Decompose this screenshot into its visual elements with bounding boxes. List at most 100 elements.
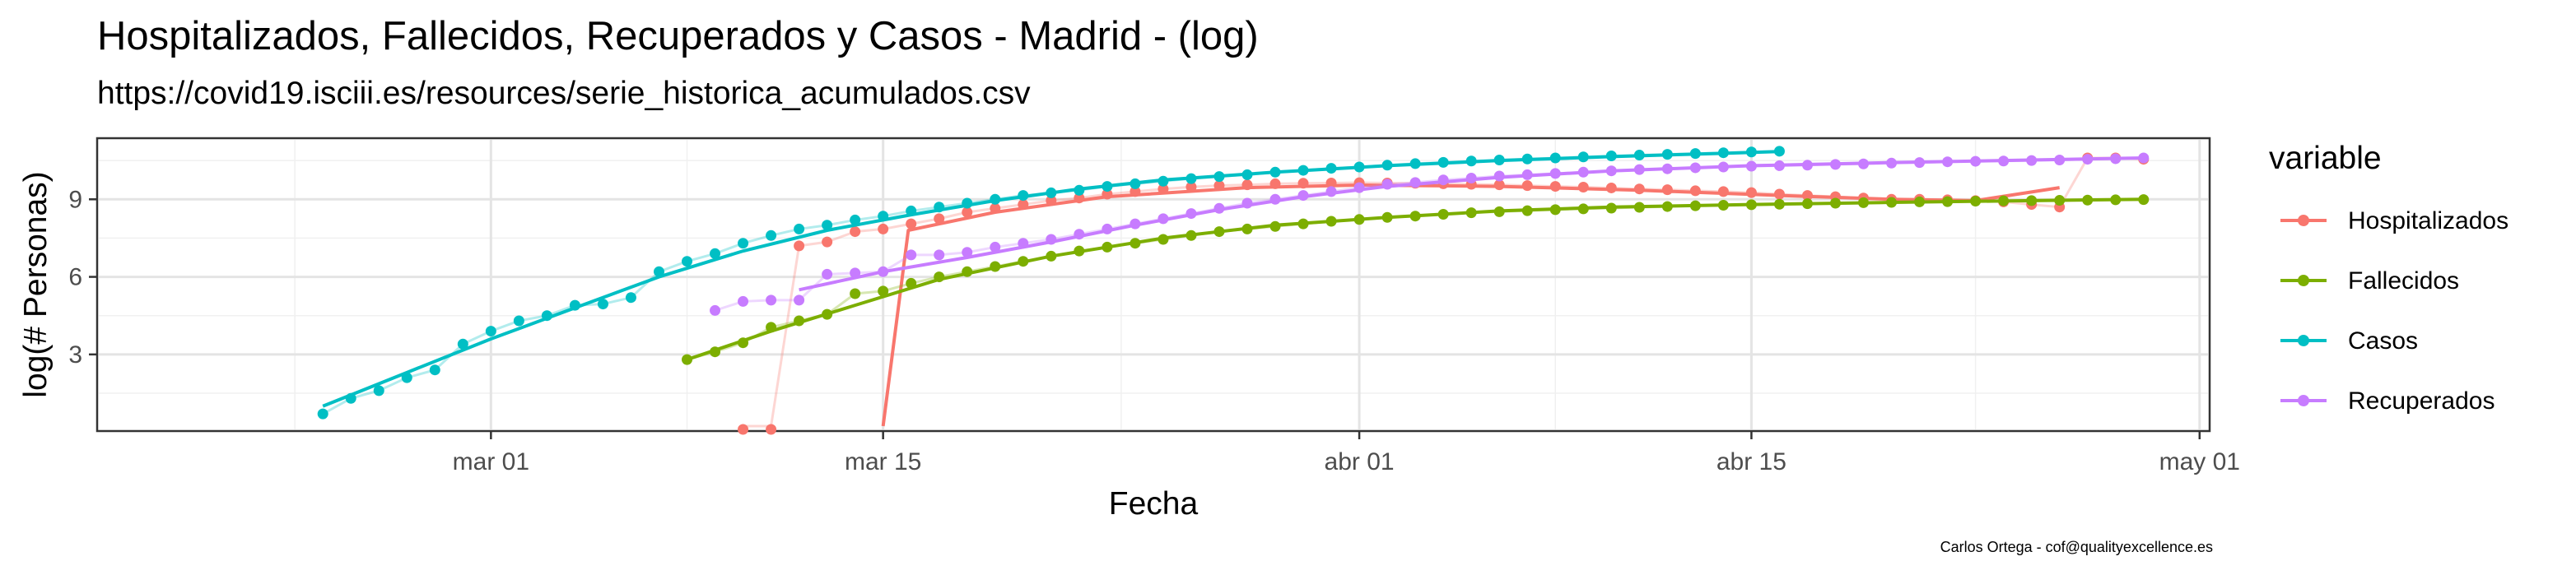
data-point	[1605, 202, 1617, 214]
data-point	[1689, 148, 1701, 160]
data-point	[1046, 195, 1057, 206]
data-point	[1102, 241, 1113, 253]
data-point	[822, 236, 833, 248]
x-axis-title: Fecha	[1109, 486, 1199, 522]
data-point	[1661, 201, 1673, 212]
data-point	[541, 310, 552, 322]
data-point	[906, 218, 917, 230]
data-point	[934, 271, 945, 283]
data-point	[906, 205, 917, 216]
data-point	[653, 266, 664, 277]
data-point	[1521, 153, 1533, 165]
data-point	[1158, 175, 1169, 187]
data-point	[878, 211, 889, 222]
data-point	[1914, 157, 1926, 169]
data-point	[962, 197, 973, 209]
data-point	[1577, 166, 1589, 178]
data-point	[1633, 183, 1645, 195]
data-point	[1046, 250, 1057, 262]
data-point	[1998, 195, 2010, 206]
data-point	[1829, 159, 1841, 170]
legend-key-point	[2298, 215, 2309, 226]
data-point	[1886, 157, 1898, 169]
data-point	[990, 193, 1001, 205]
data-point	[401, 372, 412, 383]
data-point	[822, 268, 833, 280]
data-point	[850, 267, 861, 279]
data-point	[766, 322, 777, 333]
data-point	[1381, 179, 1393, 190]
y-tick-label: 3	[68, 341, 82, 369]
data-point	[1549, 204, 1561, 216]
data-point	[1801, 160, 1813, 171]
data-point	[429, 364, 440, 376]
data-point	[990, 241, 1001, 253]
data-point	[1745, 199, 1757, 211]
data-point	[1297, 190, 1309, 202]
data-point	[1353, 214, 1365, 225]
data-point	[1661, 149, 1673, 160]
data-point	[1661, 184, 1673, 196]
data-point	[962, 206, 973, 218]
data-point	[1437, 156, 1449, 168]
legend-key-point	[2298, 395, 2309, 406]
data-point	[1102, 188, 1113, 200]
data-point	[1213, 226, 1225, 238]
data-point	[1493, 179, 1505, 191]
data-point	[1717, 186, 1729, 197]
data-point	[1717, 200, 1729, 211]
data-point	[2054, 155, 2066, 166]
data-point	[1549, 168, 1561, 179]
data-point	[485, 326, 496, 337]
data-point	[1046, 187, 1057, 198]
data-point	[1745, 187, 1757, 198]
legend-item-fallecidos: Fallecidos	[2280, 267, 2459, 294]
data-point	[1858, 158, 1870, 169]
data-point	[1493, 155, 1505, 166]
data-point	[1325, 216, 1337, 227]
data-point	[1409, 177, 1421, 188]
data-point	[822, 220, 833, 231]
legend-key-point	[2298, 335, 2309, 346]
data-point	[1549, 152, 1561, 164]
data-point	[934, 213, 945, 225]
data-point	[1521, 180, 1533, 192]
data-point	[1213, 180, 1225, 192]
data-point	[1158, 213, 1169, 225]
data-point	[1605, 165, 1617, 177]
data-point	[317, 408, 328, 420]
data-point	[1549, 181, 1561, 192]
data-point	[1381, 211, 1393, 223]
data-point	[710, 304, 721, 316]
data-point	[794, 315, 805, 327]
data-point	[850, 288, 861, 299]
data-point	[1942, 196, 1954, 207]
data-point	[1297, 165, 1309, 176]
data-point	[1018, 199, 1029, 211]
data-point	[1493, 206, 1505, 217]
data-point	[1130, 186, 1141, 197]
y-tick-label: 9	[68, 186, 82, 213]
data-point	[1353, 182, 1365, 193]
data-point	[513, 315, 524, 327]
series-layer	[317, 146, 2150, 435]
data-point	[1970, 155, 1982, 167]
data-point	[1773, 198, 1785, 210]
data-point	[1186, 173, 1197, 184]
data-point	[1269, 193, 1281, 205]
data-point	[2082, 194, 2094, 206]
data-point	[1773, 160, 1785, 171]
data-point	[1018, 190, 1029, 202]
data-point	[1521, 169, 1533, 180]
data-point	[1577, 151, 1589, 163]
legend-label: Recuperados	[2348, 387, 2494, 415]
data-point	[850, 214, 861, 225]
legend: variable Hospitalizados Fallecidos Casos Re…	[2269, 141, 2508, 415]
data-point	[1858, 197, 1870, 208]
data-point	[1297, 178, 1309, 189]
data-point	[597, 299, 608, 310]
data-point	[1241, 179, 1253, 191]
data-point	[738, 295, 749, 307]
data-point	[1018, 238, 1029, 249]
